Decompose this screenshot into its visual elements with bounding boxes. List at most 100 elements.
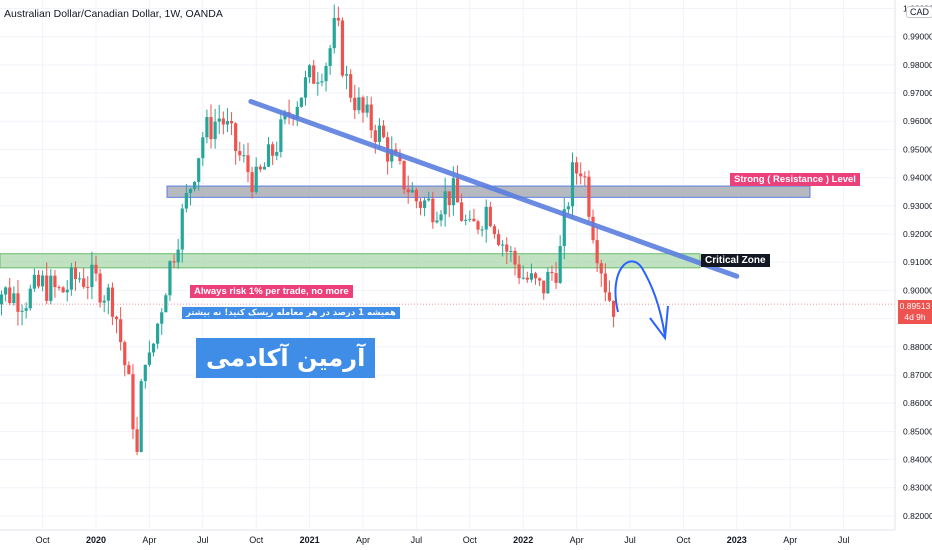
trendline[interactable] (248, 98, 740, 279)
time-tick-label: 2020 (86, 535, 106, 545)
candle-body (579, 173, 583, 177)
candle-body (562, 209, 566, 247)
time-tick-label: Apr (783, 535, 797, 545)
candle-body (258, 166, 262, 170)
risk-farsi-label[interactable]: همیشه 1 درصد در هر معامله ریسک کنید! نه … (182, 307, 400, 319)
candle-body (4, 287, 8, 295)
candle-body (299, 97, 303, 107)
candle-body (8, 287, 12, 304)
candle-body (114, 316, 119, 320)
time-tick-label: Jul (411, 535, 423, 545)
candle-body (517, 264, 521, 279)
time-tick-label: Jul (838, 535, 850, 545)
candle-body (439, 214, 443, 221)
candle-body (529, 273, 534, 280)
price-axis[interactable]: 1.000000.990000.980000.970000.960000.950… (894, 0, 932, 530)
arrow-head (649, 305, 669, 341)
candle-body (94, 264, 98, 274)
candle-body (20, 310, 24, 312)
trendline-path (248, 98, 740, 279)
candle-body (176, 249, 180, 263)
candle-body (262, 166, 267, 170)
critical-zone-label[interactable]: Critical Zone (701, 254, 770, 267)
candle-body (73, 267, 78, 280)
candle-body (369, 104, 373, 131)
brand-label[interactable]: آرمین آکادمی (196, 338, 376, 378)
candle-body (143, 364, 147, 382)
candle-body (390, 149, 394, 162)
candle-body (320, 81, 324, 83)
zones (0, 185, 811, 269)
time-tick-label: Oct (463, 535, 478, 545)
risk-english-label[interactable]: Always risk 1% per trade, no more (190, 285, 353, 298)
candle-body (131, 374, 135, 430)
chart-title: Australian Dollar/Canadian Dollar, 1W, O… (4, 8, 223, 20)
candle-body (77, 278, 82, 280)
candle-body (591, 216, 595, 241)
candle-body (135, 429, 139, 452)
candle-body (279, 119, 283, 152)
candle-body (459, 202, 464, 221)
candle-body (12, 293, 16, 304)
resistance-label[interactable]: Strong ( Resistance ) Level (730, 173, 860, 186)
candle-body (443, 191, 447, 215)
price-tick-label: 0.88000 (903, 342, 932, 352)
price-tag: 0.89513 4d 9h (898, 300, 932, 324)
candle-body (217, 118, 221, 122)
price-tick-label: 0.83000 (903, 483, 932, 493)
candle-body (513, 250, 517, 265)
projection-arrow[interactable] (614, 260, 669, 341)
price-tick-label: 0.93000 (903, 201, 932, 211)
price-tick-label: 0.85000 (903, 426, 932, 436)
candle-body (373, 130, 377, 142)
candle-body (160, 312, 164, 324)
candle-body (246, 155, 250, 173)
candle-body (295, 106, 299, 119)
candle-body (61, 287, 65, 293)
candle-body (127, 365, 131, 375)
time-tick-label: 2022 (513, 535, 533, 545)
candle-body (381, 125, 386, 138)
candle-body (423, 200, 427, 208)
price-tick-label: 0.84000 (903, 455, 932, 465)
candle-body (488, 206, 492, 227)
candle-body (151, 343, 156, 353)
candle-body (607, 292, 612, 301)
candle-body (414, 189, 418, 202)
candle-body (213, 121, 217, 140)
candle-body (16, 293, 20, 312)
candle-body (464, 219, 468, 221)
candle-body (566, 206, 570, 210)
time-tick-label: Jul (624, 535, 636, 545)
price-tag-value: 0.89513 (899, 301, 931, 311)
price-tick-label: 0.87000 (903, 370, 932, 380)
candle-body (501, 244, 505, 246)
candle-body (538, 278, 542, 281)
candle-body (324, 65, 328, 82)
candle-body (209, 117, 213, 140)
candle-body (24, 308, 28, 311)
candle-body (225, 121, 230, 125)
time-tick-label: 2023 (727, 535, 747, 545)
candles (0, 4, 616, 456)
time-tick-label: Jul (197, 535, 209, 545)
candle-body (0, 294, 4, 305)
candle-body (365, 104, 369, 113)
candle-body (505, 244, 509, 252)
candle-body (570, 162, 575, 207)
candle-body (583, 176, 587, 178)
price-tag-countdown: 4d 9h (904, 312, 926, 322)
candle-body (418, 201, 423, 208)
candle-body (229, 121, 234, 124)
candle-body (156, 323, 160, 344)
candle-body (406, 189, 410, 193)
candle-body (172, 261, 176, 263)
candle-body (221, 118, 225, 125)
candle-body (492, 226, 497, 235)
candle-body (28, 288, 32, 309)
time-axis[interactable]: Oct 2020 Apr Jul Oct 2021 Apr Jul Oct 2022 Apr Jul O… (0, 529, 895, 545)
candle-body (336, 17, 340, 21)
candle-body (402, 161, 406, 190)
candle-body (344, 74, 349, 76)
